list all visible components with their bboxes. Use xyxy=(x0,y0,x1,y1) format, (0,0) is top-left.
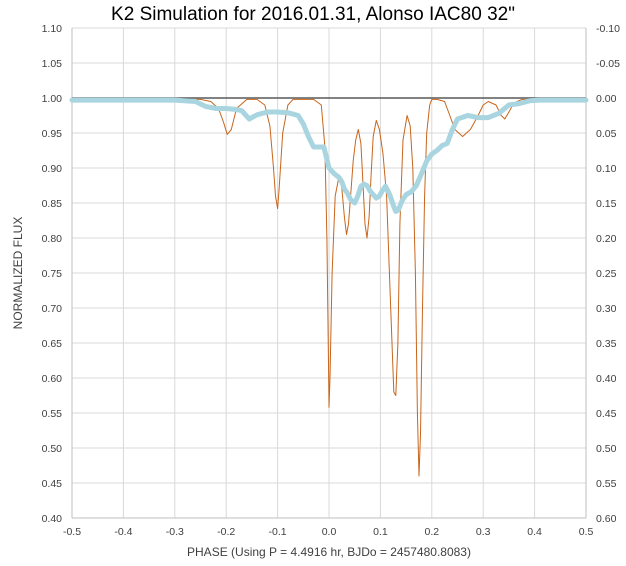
x-tick-label: 0.3 xyxy=(476,526,491,538)
y2-tick-label: 0.35 xyxy=(596,338,617,350)
y-tick-label: 0.85 xyxy=(42,198,63,210)
y2-tick-label: 0.30 xyxy=(596,303,617,315)
x-tick-label: -0.3 xyxy=(166,526,184,538)
y2-tick-label: 0.10 xyxy=(596,163,617,175)
y2-tick-label: 0.00 xyxy=(596,93,617,105)
y-tick-label: 0.40 xyxy=(42,513,63,525)
x-axis-label: PHASE (Using P = 4.4916 hr, BJDo = 24574… xyxy=(187,545,471,559)
y-tick-label: 1.00 xyxy=(42,93,63,105)
x-tick-label: 0.5 xyxy=(579,526,594,538)
y2-tick-label: 0.15 xyxy=(596,198,617,210)
x-tick-label: -0.1 xyxy=(269,526,287,538)
y2-tick-label: -0.05 xyxy=(596,58,620,70)
y2-tick-label: 0.05 xyxy=(596,128,617,140)
x-tick-label: -0.4 xyxy=(114,526,132,538)
x-tick-label: -0.2 xyxy=(217,526,235,538)
x-tick-label: 0.4 xyxy=(527,526,542,538)
x-tick-label: 0.0 xyxy=(322,526,337,538)
y-tick-label: 1.05 xyxy=(42,58,63,70)
chart-title: K2 Simulation for 2016.01.31, Alonso IAC… xyxy=(111,4,515,25)
y-tick-label: 0.50 xyxy=(42,443,63,455)
y-tick-label: 0.55 xyxy=(42,408,63,420)
y-tick-label: 0.65 xyxy=(42,338,63,350)
y-tick-label: 0.60 xyxy=(42,373,63,385)
y-tick-label: 1.10 xyxy=(42,23,63,35)
y2-tick-label: 0.55 xyxy=(596,478,617,490)
x-tick-label: -0.5 xyxy=(63,526,81,538)
y-tick-label: 0.90 xyxy=(42,163,63,175)
x-tick-label: 0.1 xyxy=(373,526,388,538)
y-tick-label: 0.80 xyxy=(42,233,63,245)
y2-tick-label: -0.10 xyxy=(596,23,620,35)
y2-tick-label: 0.50 xyxy=(596,443,617,455)
y-tick-label: 0.70 xyxy=(42,303,63,315)
y2-tick-label: 0.20 xyxy=(596,233,617,245)
y-tick-label: 0.95 xyxy=(42,128,63,140)
y2-tick-label: 0.40 xyxy=(596,373,617,385)
y-axis-label: NORMALIZED FLUX xyxy=(11,217,25,330)
orange-series-line xyxy=(190,98,540,477)
y2-tick-label: 0.45 xyxy=(596,408,617,420)
y-tick-label: 0.75 xyxy=(42,268,63,280)
y2-tick-label: 0.25 xyxy=(596,268,617,280)
x-tick-label: 0.2 xyxy=(424,526,439,538)
y-tick-label: 0.45 xyxy=(42,478,63,490)
y2-tick-label: 0.60 xyxy=(596,513,617,525)
lightblue-series-line xyxy=(69,97,589,214)
